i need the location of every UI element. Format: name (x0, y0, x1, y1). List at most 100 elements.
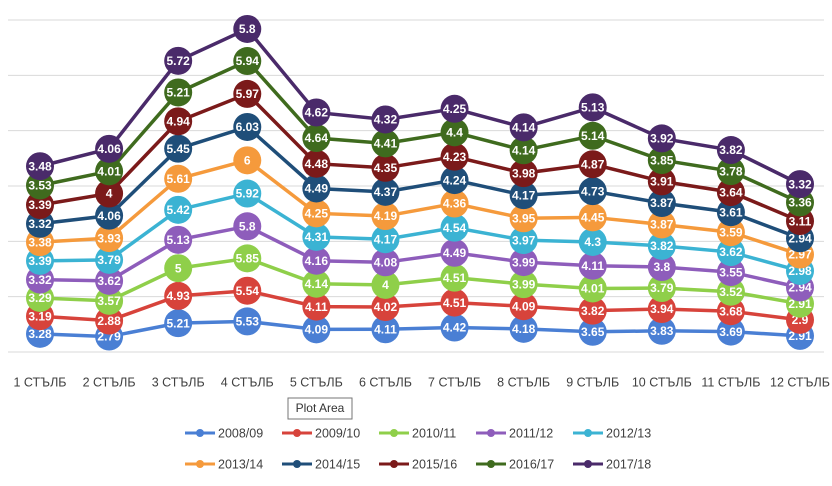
x-tick-label: 4 СТЪЛБ (221, 375, 274, 389)
data-label: 4.4 (446, 125, 463, 139)
tooltip: Plot Area (287, 397, 353, 420)
data-label: 4.01 (581, 282, 605, 296)
data-label: 4.49 (305, 182, 329, 196)
data-label: 4.19 (374, 209, 398, 223)
marker (440, 166, 469, 195)
data-label: 4.48 (305, 157, 329, 171)
x-tick-label: 12 СТЪЛБ (770, 375, 830, 389)
data-label: 4.18 (512, 322, 536, 336)
data-label: 4.73 (581, 184, 605, 198)
data-label: 2.98 (788, 264, 812, 278)
data-label: 4.11 (305, 300, 328, 314)
marker (578, 93, 607, 122)
marker (164, 309, 193, 338)
marker (302, 98, 331, 127)
marker (164, 134, 193, 163)
data-label: 5.92 (236, 187, 260, 201)
marker (509, 226, 538, 255)
marker (647, 295, 676, 324)
marker (233, 276, 262, 305)
marker (302, 269, 331, 298)
data-label: 3.39 (28, 254, 52, 268)
data-label: 3.65 (581, 325, 605, 339)
data-label: 3.53 (28, 179, 52, 193)
data-label: 4.41 (374, 137, 398, 151)
x-tick-label: 7 СТЪЛБ (428, 375, 481, 389)
marker (647, 253, 676, 282)
marker (786, 170, 814, 199)
data-label: 3.94 (650, 302, 674, 316)
marker (440, 313, 469, 342)
marker (302, 124, 331, 153)
data-label: 4.94 (167, 114, 191, 128)
data-label: 3.52 (719, 285, 743, 299)
legend-marker (196, 429, 204, 437)
data-label: 4.23 (443, 150, 467, 164)
data-label: 4 (382, 278, 389, 292)
data-label: 3.36 (788, 196, 812, 210)
marker (371, 248, 400, 277)
marker (164, 195, 193, 224)
marker (95, 179, 124, 208)
data-label: 4.37 (374, 185, 398, 199)
marker (302, 222, 331, 251)
marker (509, 136, 538, 165)
data-label: 4.08 (374, 255, 398, 269)
data-label: 5.45 (167, 142, 191, 156)
data-label: 3.99 (512, 255, 536, 269)
data-label: 4 (106, 187, 113, 201)
legend-label: 2016/17 (509, 457, 554, 471)
marker (716, 157, 745, 186)
data-label: 4.25 (443, 102, 467, 116)
data-label: 5.13 (581, 101, 605, 115)
legend-label: 2014/15 (315, 457, 360, 471)
legend-label: 2010/11 (412, 426, 456, 440)
data-label: 4.17 (512, 188, 536, 202)
x-tick-label: 3 СТЪЛБ (152, 375, 205, 389)
legend-marker (293, 429, 301, 437)
data-label: 4.17 (374, 232, 398, 246)
data-label: 3.83 (650, 324, 674, 338)
marker (509, 314, 538, 343)
marker (233, 179, 262, 208)
marker (95, 286, 124, 315)
marker (164, 254, 193, 283)
marker (647, 146, 676, 175)
data-label: 3.78 (719, 164, 743, 178)
marker (440, 213, 469, 242)
data-label: 3.32 (28, 273, 52, 287)
data-label: 4.14 (305, 277, 329, 291)
legend-marker (487, 429, 495, 437)
data-label: 2.88 (97, 314, 121, 328)
marker (578, 227, 607, 256)
marker (371, 225, 400, 254)
marker (26, 152, 54, 181)
data-label: 6.03 (236, 120, 260, 134)
data-label: 3.79 (650, 281, 674, 295)
data-label: 5.72 (167, 54, 191, 68)
data-label: 3.29 (28, 291, 52, 305)
legend-label: 2015/16 (412, 457, 457, 471)
x-tick-label: 10 СТЪЛБ (632, 375, 692, 389)
x-tick-label: 2 СТЪЛБ (83, 375, 136, 389)
legend-marker (487, 460, 495, 468)
data-label: 4.49 (443, 246, 467, 260)
data-label: 3.57 (97, 294, 121, 308)
data-label: 4.51 (443, 271, 467, 285)
data-label: 4.31 (305, 230, 329, 244)
marker (371, 202, 400, 231)
marker (647, 316, 676, 345)
data-label: 4.11 (374, 322, 397, 336)
marker (578, 121, 607, 150)
data-label: 3.61 (719, 205, 743, 219)
data-label: 4.51 (443, 296, 467, 310)
data-label: 4.06 (97, 142, 121, 156)
marker (716, 297, 745, 326)
data-label: 3.39 (28, 198, 52, 212)
data-label: 3.55 (719, 265, 743, 279)
marker (233, 47, 262, 76)
marker (578, 296, 607, 325)
legend-marker (584, 429, 592, 437)
marker (164, 46, 193, 75)
x-tick-label: 9 СТЪЛБ (566, 375, 619, 389)
